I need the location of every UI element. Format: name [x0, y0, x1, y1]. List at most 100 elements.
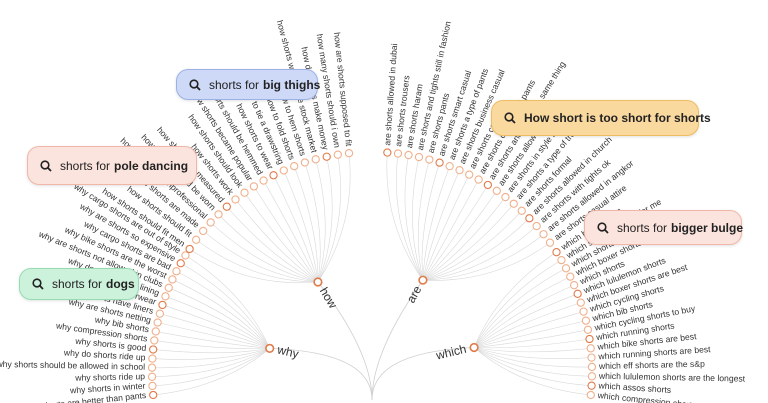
- leaf-link: [317, 154, 341, 283]
- leaf-node: [279, 166, 288, 175]
- callout[interactable]: shorts for big thighs: [176, 69, 321, 100]
- leaf-link: [159, 313, 270, 349]
- leaf-link: [226, 206, 319, 283]
- links: [152, 152, 592, 401]
- leaf-link: [474, 338, 590, 349]
- leaf-link: [473, 347, 592, 386]
- callout[interactable]: shorts for bigger bulge: [584, 210, 743, 245]
- leaf-link: [422, 218, 530, 281]
- leaf-link: [422, 242, 551, 281]
- leaf-node: [573, 289, 582, 298]
- leaf-node: [164, 283, 173, 292]
- leaf-link: [421, 162, 440, 281]
- leaf-node: [290, 162, 299, 171]
- leaf-label: which eff shorts are the s&p: [598, 359, 705, 371]
- leaf-node: [525, 214, 534, 223]
- leaf-link: [473, 259, 562, 348]
- leaf-node: [539, 230, 548, 239]
- leaf-node: [545, 238, 555, 247]
- leaf-link: [152, 348, 270, 378]
- leaf-node: [150, 336, 159, 345]
- branch-node: [265, 343, 275, 353]
- leaf-link: [417, 159, 430, 281]
- leaf-node: [579, 307, 588, 316]
- leaf-node: [583, 325, 593, 334]
- leaf-link: [244, 192, 319, 283]
- callout[interactable]: shorts for dogs: [19, 268, 139, 300]
- leaf-link: [473, 311, 584, 348]
- leaf-label: which lululemon shorts are the longest: [598, 371, 746, 384]
- leaf-link: [263, 180, 319, 283]
- leaf-node: [587, 372, 597, 381]
- leaf-link: [422, 174, 470, 281]
- branch-label: are: [404, 283, 425, 305]
- callout-bold: big thighs: [263, 77, 321, 92]
- leaf-node: [455, 166, 464, 175]
- callout-prefix: shorts for: [209, 77, 260, 92]
- leaf-node: [185, 244, 194, 254]
- leaf-label: why shorts should be allowed in school: [0, 359, 145, 372]
- leaf-link: [422, 203, 514, 281]
- leaf-label: why shorts in winter: [69, 381, 146, 396]
- root-link: [371, 279, 424, 401]
- root-link: [371, 347, 475, 401]
- leaf-link: [412, 157, 424, 281]
- leaf-link: [422, 210, 522, 281]
- leaf-link: [153, 348, 270, 354]
- leaf-node: [192, 235, 201, 244]
- leaf-node: [333, 150, 342, 159]
- leaf-link: [185, 255, 270, 349]
- search-icon: [32, 278, 44, 290]
- leaf-link: [422, 184, 489, 281]
- callout-bold: dogs: [106, 277, 135, 291]
- leaf-node: [552, 248, 561, 257]
- leaf-link: [304, 162, 321, 283]
- leaf-link: [396, 153, 424, 281]
- leaf-link: [473, 302, 581, 348]
- leaf-node: [586, 390, 595, 400]
- leaf-link: [195, 239, 318, 283]
- callout-bold: pole dancing: [114, 158, 189, 173]
- leaf-node: [581, 316, 591, 325]
- leaf-link: [473, 347, 591, 396]
- leaf-node: [151, 327, 160, 336]
- leaf-link: [473, 347, 592, 377]
- branch-label: which: [434, 342, 468, 363]
- branch-node: [313, 277, 323, 287]
- leaf-node: [153, 318, 162, 327]
- branch-label: how: [317, 285, 341, 311]
- leaf-node: [259, 176, 268, 185]
- leaf-node: [322, 152, 331, 161]
- leaf-node: [148, 354, 157, 363]
- root-link: [269, 347, 373, 401]
- callout-prefix: shorts for: [60, 158, 111, 173]
- leaf-link: [155, 331, 270, 349]
- callout[interactable]: How short is too short for shorts: [491, 100, 711, 136]
- leaf-link: [386, 152, 424, 281]
- leaf-node: [393, 149, 403, 158]
- leaf-link: [273, 175, 319, 283]
- leaf-link: [180, 262, 270, 349]
- leaf-link: [293, 166, 319, 283]
- leaf-link: [422, 190, 498, 281]
- leaf-node: [587, 381, 596, 390]
- leaf-node: [509, 199, 518, 208]
- search-icon: [597, 221, 609, 234]
- leaf-link: [172, 279, 270, 349]
- leaf-node: [240, 188, 249, 197]
- leaf-node: [344, 149, 354, 158]
- leaf-node: [561, 264, 571, 273]
- search-icon: [189, 78, 201, 91]
- leaf-label: which assos shorts: [597, 380, 671, 395]
- leaf-link: [152, 348, 270, 369]
- leaf-node: [311, 155, 320, 164]
- leaf-node: [517, 206, 526, 215]
- leaf-node: [474, 175, 483, 184]
- leaf-link: [168, 287, 270, 349]
- leaf-node: [425, 155, 434, 164]
- callout[interactable]: shorts for pole dancing: [27, 146, 197, 185]
- callout-bold: How short is too short for shorts: [524, 111, 711, 125]
- leaf-node: [172, 267, 181, 276]
